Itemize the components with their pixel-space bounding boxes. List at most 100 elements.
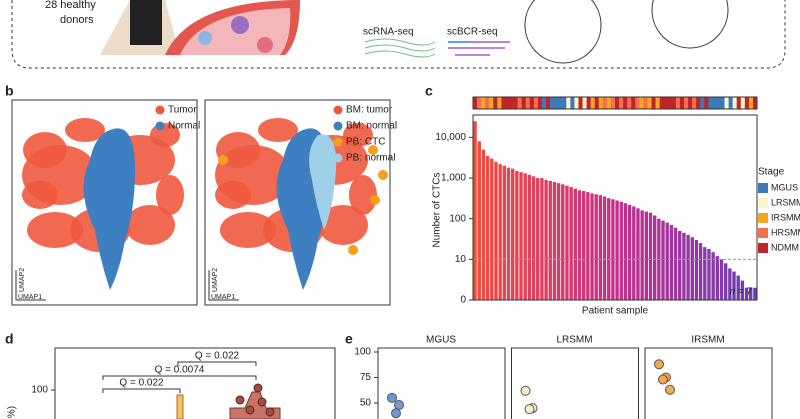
stage-strip [623, 97, 628, 109]
stage-strip-border [472, 96, 758, 110]
violin [176, 394, 184, 419]
bar [678, 230, 682, 300]
point [253, 383, 263, 393]
legend-swatch [333, 137, 343, 147]
y-tick-label: 50 [360, 398, 372, 409]
stage-strip [712, 97, 717, 109]
umap-cluster [258, 118, 298, 142]
legend-swatch [758, 183, 768, 193]
y-tick-label: 0 [460, 295, 466, 306]
panel-label: d [5, 331, 14, 347]
point [257, 397, 267, 407]
bar [652, 215, 657, 300]
facet-box [377, 347, 506, 419]
stage-strip [554, 97, 559, 109]
bar [703, 247, 707, 300]
panel-label: c [425, 83, 433, 99]
y-tick-label: 75 [360, 372, 372, 383]
stage-strip [521, 97, 527, 109]
stage-strip [708, 97, 713, 109]
y-tick-label: 100 [354, 347, 371, 358]
stage-strip [704, 97, 709, 109]
stage-strip [578, 97, 583, 109]
stage-strip [700, 97, 705, 109]
umap-cluster [83, 128, 135, 290]
legend-swatch [758, 243, 768, 253]
umap-axes [208, 270, 239, 301]
stage-strip [529, 97, 535, 109]
plot-frame [472, 114, 758, 301]
y-tick-label: 100 [449, 213, 466, 224]
stage-strip [647, 97, 652, 109]
bar [623, 203, 628, 300]
point [394, 400, 404, 411]
bar [515, 170, 519, 300]
legend-swatch [155, 105, 165, 115]
legend-swatch [758, 198, 768, 208]
panel-d-box [54, 347, 336, 419]
stage-strip [716, 97, 721, 109]
stage-strip [497, 97, 502, 109]
y-axis-label: %) [7, 406, 18, 418]
bar [594, 194, 598, 300]
stage-strip [659, 97, 664, 109]
stage-strip [655, 97, 660, 109]
bar [527, 174, 532, 300]
stage-strip [728, 97, 733, 109]
bar [661, 220, 665, 300]
bar [536, 178, 540, 300]
bar [519, 172, 523, 300]
bar [648, 212, 653, 300]
umap-cluster [27, 212, 83, 248]
facet-box [644, 347, 773, 419]
bar [561, 184, 565, 300]
stage-strip [752, 97, 758, 109]
bar [494, 161, 498, 300]
umap-cluster [22, 181, 58, 209]
stage-strip [550, 97, 555, 109]
legend-swatch [333, 153, 343, 163]
facet-title: IRSMM [691, 335, 724, 346]
stage-strip [481, 97, 486, 109]
bar [682, 232, 686, 300]
x-axis-label: Patient sample [582, 306, 649, 317]
facet-title: MGUS [426, 335, 456, 346]
stage-strip [533, 97, 539, 109]
stage-strip [546, 97, 551, 109]
bar [544, 179, 548, 300]
legend-label: Tumor [168, 105, 197, 116]
annotation: n = 7 [729, 287, 752, 298]
legend-title: Stage [758, 167, 785, 178]
bar [477, 141, 481, 300]
stage-strip [619, 97, 624, 109]
stage-strip [541, 97, 547, 109]
umap-ylabel: UMAP2 [212, 268, 219, 292]
bar [490, 158, 494, 300]
bar [502, 165, 507, 300]
bar [690, 237, 694, 300]
bar [598, 195, 603, 300]
umap-cluster [348, 245, 358, 255]
y-tick-label: 100 [31, 385, 48, 396]
bar [753, 287, 757, 300]
stage-strip [570, 97, 575, 109]
umap-cluster [309, 134, 337, 230]
point [658, 374, 668, 385]
umap-cluster [318, 205, 368, 245]
bar [715, 256, 720, 300]
bar [586, 192, 590, 300]
bar [607, 198, 611, 300]
illustration [524, 0, 602, 64]
stage-strip [748, 97, 754, 109]
stage-strip [594, 97, 600, 109]
stage-strip [679, 97, 685, 109]
umap-cluster [378, 170, 388, 180]
stage-strip [509, 97, 514, 109]
umap-box [11, 99, 198, 306]
umap-cluster [368, 145, 378, 155]
stage-strip [513, 97, 518, 109]
umap-cluster [215, 181, 251, 209]
bar [673, 227, 678, 300]
stage-strip [606, 97, 612, 109]
